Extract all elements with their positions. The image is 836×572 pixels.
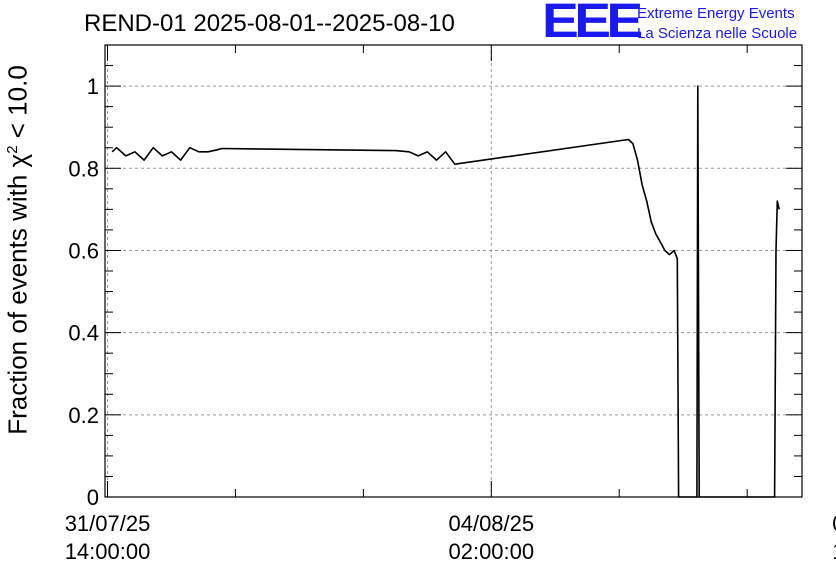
y-tick-label: 0.8 [68,156,99,181]
x-tick-label: 14:00:00 [65,539,151,564]
series-line [111,85,780,498]
organization-line-2: La Scienza nelle Scuole [637,25,798,42]
organization-line-1: Extreme Energy Events [637,5,795,22]
y-tick-label: 0.6 [68,238,99,263]
x-tick-label: 14:00:00 [832,539,836,564]
data-series [111,85,780,498]
x-tick-label: 31/07/25 [65,511,151,536]
axis-tick-labels: 0 0.2 0.4 0.6 0.8 1 31/07/25 14:00:00 04/08/25 02… [65,74,836,564]
y-tick-label: 0.4 [68,321,99,346]
organization-name: Extreme Energy Events La Scienza nelle S… [637,4,797,44]
chart-title: REND-01 2025-08-01--2025-08-10 [84,10,455,37]
x-tick-label: 07/08/25 [832,511,836,536]
y-tick-label: 0 [87,485,99,510]
grid-lines [105,45,802,497]
y-tick-label: 1 [87,74,99,99]
x-tick-label: 04/08/25 [448,511,534,536]
eee-logo: EEE [542,0,643,48]
axis-ticks [105,45,802,498]
y-tick-label: 0.2 [68,403,99,428]
x-tick-label: 02:00:00 [448,539,534,564]
